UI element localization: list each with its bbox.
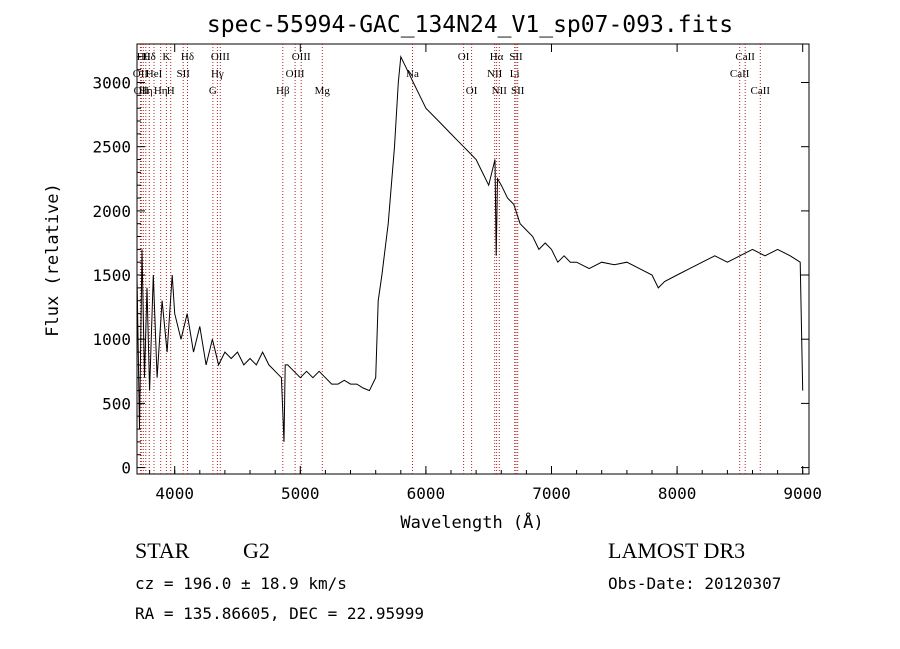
x-tick-label: 4000	[155, 484, 194, 503]
marker-label: Na	[406, 68, 419, 80]
y-tick-label: 1000	[92, 330, 131, 349]
y-tick-label: 1500	[92, 266, 131, 285]
marker-label: CaII	[735, 51, 755, 63]
marker-label: NII	[492, 85, 508, 97]
y-tick-label: 3000	[92, 74, 131, 93]
x-tick-label: 9000	[783, 484, 822, 503]
marker-label: OIII	[286, 68, 305, 80]
marker-label: OII	[134, 85, 150, 97]
coordinates: RA = 135.86605, DEC = 22.95999	[135, 604, 424, 623]
marker-label: Hη	[139, 85, 153, 97]
marker-label: SII	[511, 85, 525, 97]
chart-title: spec-55994-GAC_134N24_V1_sp07-093.fits	[207, 12, 733, 38]
plot-frame	[136, 43, 810, 475]
marker-label: OI	[458, 51, 470, 63]
marker-label: Hδ	[143, 51, 156, 63]
marker-label: Mg	[315, 85, 331, 97]
y-axis-ticks: 0 500 1000 1500 2000 2500 3000	[92, 56, 809, 478]
flux-series-line	[136, 54, 804, 442]
spectral-line-markers	[139, 44, 761, 474]
y-tick-label: 2500	[92, 138, 131, 157]
marker-label: OIII	[211, 51, 230, 63]
marker-label: OIII	[292, 51, 311, 63]
x-axis-label: Wavelength (Å)	[400, 511, 543, 533]
survey-name: LAMOST DR3	[608, 538, 746, 563]
y-axis-label: Flux (relative)	[43, 183, 63, 337]
marker-label: SII	[176, 68, 190, 80]
marker-label: Hη	[154, 85, 168, 97]
x-tick-label: 6000	[407, 484, 446, 503]
marker-label: Hδ	[181, 51, 194, 63]
marker-label: Hθ	[137, 51, 150, 63]
marker-label: SII	[509, 51, 523, 63]
marker-label: NII	[487, 68, 503, 80]
object-class: STAR	[135, 538, 190, 563]
marker-label: K	[162, 51, 170, 63]
marker-label: HeI	[146, 68, 163, 80]
marker-label: Hα	[490, 51, 504, 63]
y-tick-label: 500	[102, 394, 131, 413]
marker-label: Hγ	[211, 68, 224, 80]
spectral-line-labels: OIIOIIHθHηHδHeIHηKHSIIHδGHγOIIIHβOIIIOII…	[133, 51, 771, 97]
marker-label: CaII	[751, 85, 771, 97]
marker-label: Li	[510, 68, 520, 80]
x-axis-ticks: 4000 5000 6000 7000 8000 9000	[149, 44, 822, 503]
marker-label: H	[167, 85, 175, 97]
object-subclass: G2	[243, 538, 270, 563]
marker-label: G	[209, 85, 217, 97]
x-tick-label: 5000	[281, 484, 320, 503]
x-tick-label: 7000	[532, 484, 571, 503]
y-tick-label: 0	[121, 459, 131, 478]
observation-date: Obs-Date: 20120307	[608, 574, 782, 593]
marker-label: OII	[133, 68, 149, 80]
marker-label: OI	[466, 85, 478, 97]
x-tick-label: 8000	[658, 484, 697, 503]
redshift-cz: cz = 196.0 ± 18.9 km/s	[135, 574, 347, 593]
marker-label: CaII	[730, 68, 750, 80]
marker-label: Hβ	[276, 85, 290, 97]
y-tick-label: 2000	[92, 202, 131, 221]
